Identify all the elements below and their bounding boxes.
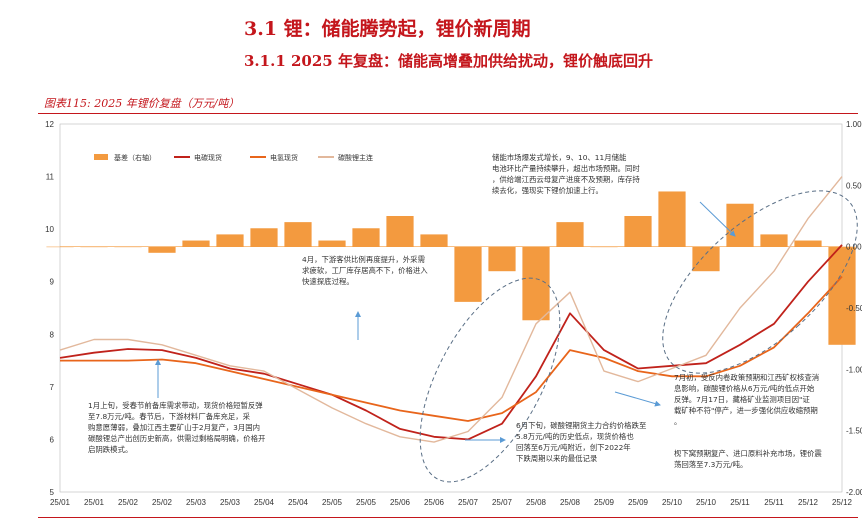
bottom-rule [38,517,858,518]
x-tick-label: 25/10 [696,498,717,507]
x-tick-label: 25/09 [628,498,649,507]
spread-bar [80,246,108,248]
x-tick-label: 25/11 [730,498,750,507]
right-tick-label: -0.50 [846,304,862,313]
spread-bar [692,246,720,272]
right-tick-label: -1.00 [846,365,862,374]
x-tick-label: 25/09 [594,498,615,507]
spread-bar [114,246,142,248]
left-tick-label: 8 [50,330,55,339]
left-tick-label: 6 [50,435,55,444]
x-tick-label: 25/12 [798,498,819,507]
x-tick-label: 25/03 [220,498,241,507]
right-tick-label: 1.00 [846,120,862,129]
series-line-2 [60,275,843,422]
spread-bar [488,246,516,272]
highlight-ellipse-rebound [662,190,858,374]
x-tick-label: 25/02 [152,498,173,507]
spread-bar [726,203,754,247]
spread-bar [284,222,312,247]
x-tick-label: 25/11 [764,498,784,507]
annotation-january: 1月上旬，受春节前备库需求带动，现货价格短暂反弹至7.8万元/吨。春节后，下游材… [88,401,265,454]
spread-bar [148,246,176,253]
spread-bar [760,234,788,247]
spread-bar [420,234,448,247]
legend-label: 电氢现货 [270,153,298,162]
spread-bar [318,240,346,247]
x-tick-label: 25/05 [356,498,377,507]
legend-label: 电碳现货 [194,153,222,162]
spread-bar [182,240,210,247]
spread-bar [658,191,686,247]
arrow-sep [699,201,736,237]
spread-bar [556,222,584,247]
section-title: 3.1 锂：储能腾势起，锂价新周期 [244,18,531,40]
spread-bar [590,246,618,248]
x-tick-label: 25/06 [390,498,411,507]
series-line-3 [59,176,843,443]
spread-bar [794,240,822,247]
spread-bar [46,246,74,248]
x-tick-label: 25/03 [186,498,207,507]
legend-label: 基差（右轴） [114,153,156,162]
annotation-june: 6月下旬，碳酸锂期货主力合约价格跌至 5.8万元/吨的历史低点，现货价格也回落至6… [516,421,646,463]
left-tick-label: 11 [46,173,55,182]
left-tick-label: 5 [50,488,55,497]
legend-label: 碳酸锂主连 [338,153,373,162]
x-tick-label: 25/04 [254,498,275,507]
left-tick-label: 10 [45,225,54,234]
left-tick-label: 9 [50,278,55,287]
right-tick-label: -1.50 [846,427,862,436]
left-tick-label: 7 [50,383,55,392]
subsection-title: 3.1.1 2025 年复盘：储能高增叠加供给扰动，锂价触底回升 [244,52,653,70]
spread-bar [828,246,856,345]
arrow-jul [614,391,661,407]
x-tick-label: 25/10 [662,498,683,507]
x-tick-label: 25/05 [322,498,343,507]
spread-bar [216,234,244,247]
annotation-april: 4月，下游客供比例再度提升，外采需求疲软，工厂库存居高不下，价格进入快速探底过程… [302,255,428,286]
x-tick-label: 25/04 [288,498,309,507]
x-tick-label: 25/08 [526,498,547,507]
x-tick-label: 25/08 [560,498,581,507]
figure-caption: 图表115: 2025 年锂价复盘（万元/吨） [44,97,240,110]
spread-bar [522,246,550,321]
right-tick-label: -2.00 [846,488,862,497]
annotation-july: 7月初，受反内卷政策预期和江西矿权核查消息影响，碳酸锂价格从6万元/吨的低点开始… [674,373,819,426]
series-line-1 [59,244,843,441]
x-tick-label: 25/12 [832,498,853,507]
annotation-nov: 枧下窝预期复产、进口原料补充市场，锂价震荡回落至7.3万元/吨。 [674,449,822,469]
x-tick-label: 25/07 [458,498,479,507]
spread-bar [250,228,278,247]
spread-bar [386,216,414,247]
x-tick-label: 25/07 [492,498,513,507]
x-tick-label: 25/01 [50,498,71,507]
x-tick-label: 25/01 [84,498,105,507]
spread-bar [624,216,652,247]
right-tick-label: 0.50 [846,181,862,190]
spread-bar [352,228,380,247]
x-tick-label: 25/02 [118,498,139,507]
caption-rule [38,113,858,114]
spread-bar [454,246,482,302]
highlight-ellipse-trough [419,277,561,483]
left-tick-label: 12 [45,120,54,129]
annotation-storage: 储能市场爆发式增长，9、10、11月储能电池环比产量持续攀升，超出市场预期。同时… [492,153,640,195]
legend-swatch [94,154,108,160]
x-tick-label: 25/06 [424,498,445,507]
